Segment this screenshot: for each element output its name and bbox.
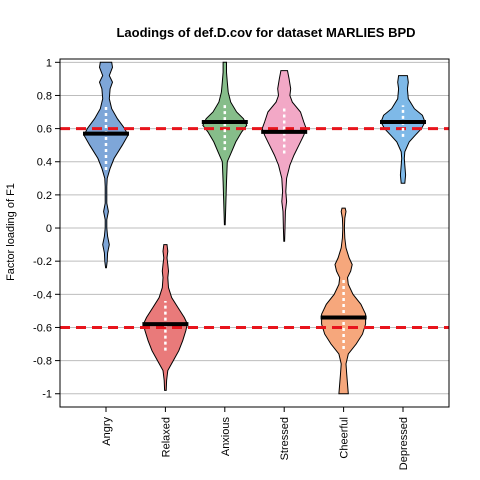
y-axis: -1 -0.8 -0.6 -0.4 -0.2 0 0.2 0.4 0.6 0.8 1	[33, 57, 60, 401]
x-tick-label: Stressed	[279, 417, 291, 460]
y-tick-label: -0.2	[33, 256, 52, 268]
y-tick-label: 0.6	[37, 124, 52, 136]
y-tick-label: 0	[46, 223, 52, 235]
x-tick-label: Relaxed	[160, 417, 172, 457]
chart-title: Laodings of def.D.cov for dataset MARLIE…	[116, 25, 415, 40]
plot-frame	[59, 58, 450, 408]
violin-relaxed	[142, 244, 188, 391]
x-tick-label: Cheerful	[339, 417, 351, 459]
y-tick-label: 1	[46, 57, 52, 69]
y-tick-label: -0.8	[33, 356, 52, 368]
y-tick-label: -0.6	[33, 322, 52, 334]
summary-marks	[83, 103, 426, 351]
violin-stressed	[261, 70, 307, 242]
y-tick-label: 0.8	[37, 90, 52, 102]
x-axis: Angry Relaxed Anxious Stressed Cheerful Depre…	[101, 407, 410, 470]
y-tick-label: -0.4	[33, 289, 52, 301]
violin-angry	[83, 61, 129, 269]
y-tick-label: -1	[42, 389, 52, 401]
x-tick-label: Anxious	[220, 417, 232, 457]
y-tick-label: 0.2	[37, 190, 52, 202]
x-tick-label: Depressed	[398, 417, 410, 470]
y-tick-label: 0.4	[37, 157, 52, 169]
y-axis-label: Factor loading of F1	[5, 183, 17, 281]
reference-lines	[60, 127, 449, 329]
x-tick-label: Angry	[101, 417, 113, 446]
